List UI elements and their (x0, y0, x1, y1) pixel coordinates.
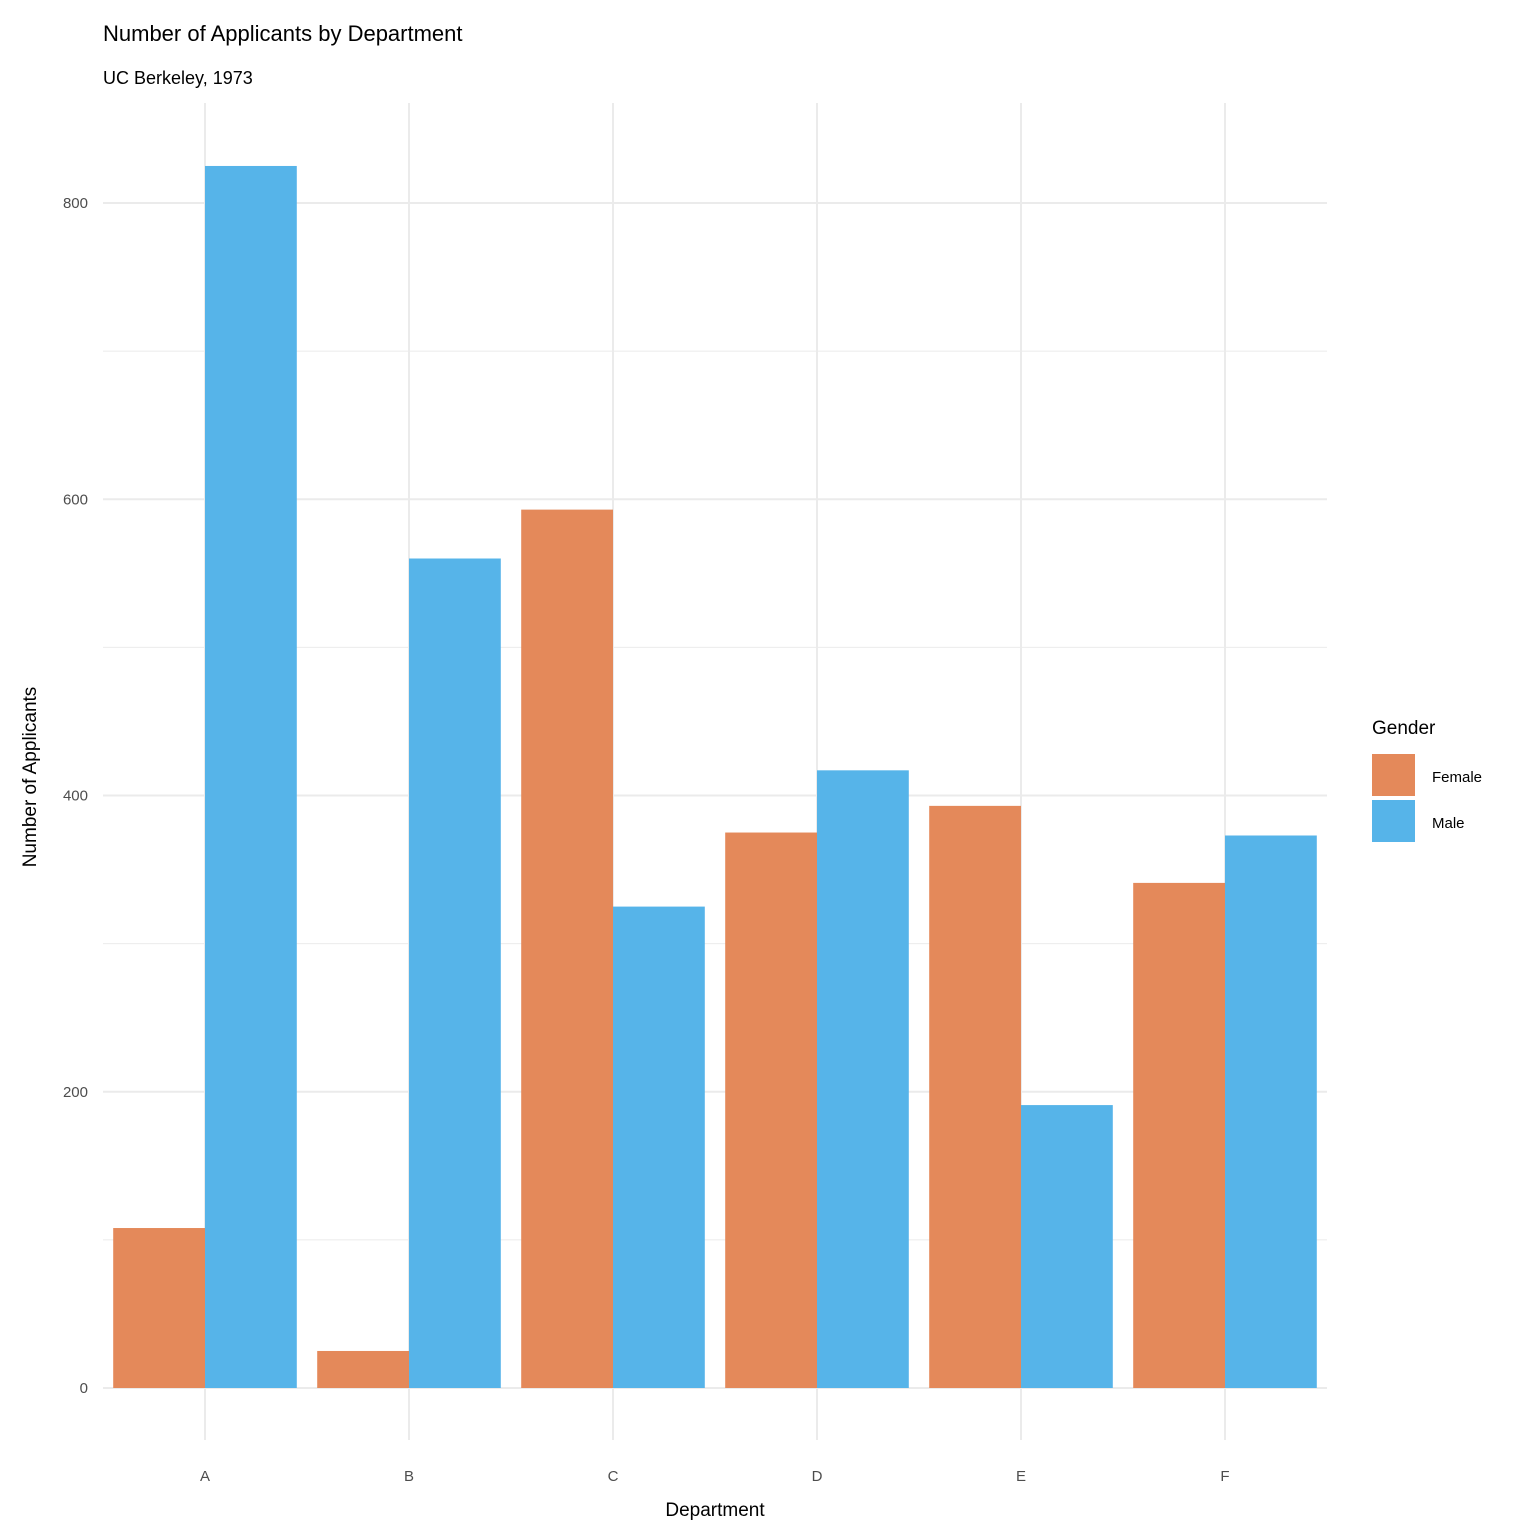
bar-male-B (409, 558, 501, 1388)
y-tick-label: 800 (63, 195, 88, 212)
bars (113, 165, 1317, 1388)
legend-key-female (1372, 754, 1415, 796)
x-tick-label: C (608, 1468, 619, 1485)
bar-female-F (1133, 882, 1225, 1388)
x-tick-label: F (1220, 1468, 1229, 1485)
bar-male-A (205, 165, 297, 1388)
bar-female-C (521, 509, 613, 1388)
y-axis-ticks: 0 200 400 600 800 (63, 195, 88, 1397)
bar-female-A (113, 1228, 205, 1388)
y-tick-label: 200 (63, 1084, 88, 1101)
y-tick-label: 600 (63, 491, 88, 508)
bar-female-D (725, 832, 817, 1388)
y-tick-label: 0 (80, 1380, 88, 1397)
chart-subtitle: UC Berkeley, 1973 (103, 68, 253, 88)
x-axis-title: Department (665, 1500, 765, 1521)
x-tick-label: B (404, 1468, 414, 1485)
y-tick-label: 400 (63, 788, 88, 805)
bar-male-F (1225, 835, 1317, 1388)
bar-female-E (929, 805, 1021, 1388)
legend: Gender Female Male (1372, 718, 1482, 842)
x-tick-label: E (1016, 1468, 1026, 1485)
legend-label-male: Male (1432, 815, 1465, 832)
x-axis-ticks: A B C D E F (200, 1468, 1230, 1485)
bar-male-D (817, 770, 909, 1388)
x-tick-label: D (812, 1468, 823, 1485)
bar-female-B (317, 1350, 409, 1388)
chart-title: Number of Applicants by Department (103, 21, 463, 46)
legend-key-male (1372, 800, 1415, 842)
bar-male-C (613, 906, 705, 1388)
x-tick-label: A (200, 1468, 210, 1485)
legend-title: Gender (1372, 718, 1436, 739)
y-axis-title: Number of Applicants (20, 687, 41, 868)
legend-label-female: Female (1432, 769, 1482, 786)
bar-male-E (1021, 1105, 1113, 1388)
